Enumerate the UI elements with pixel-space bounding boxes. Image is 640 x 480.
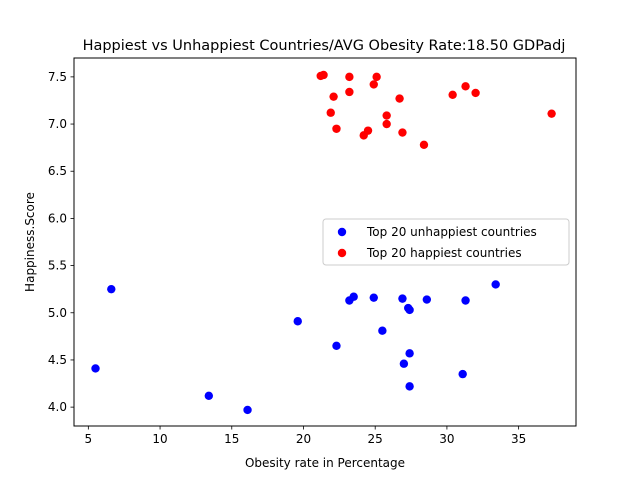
happiest-point xyxy=(332,124,341,133)
happiest-point xyxy=(448,90,457,100)
y-axis-ticks: 4.0 4.5 5.0 5.5 6.0 6.5 7.0 7.5 xyxy=(48,70,74,414)
happiest-point xyxy=(547,109,556,118)
happiest-point xyxy=(471,88,480,98)
unhappiest-point xyxy=(398,294,407,303)
x-tick-label: 20 xyxy=(296,432,311,446)
happiest-point xyxy=(319,70,328,80)
happiest-point xyxy=(345,87,354,97)
y-tick-label: 4.0 xyxy=(48,400,67,414)
y-tick-label: 7.5 xyxy=(48,70,67,84)
unhappiest-point xyxy=(405,382,414,391)
unhappiest-point xyxy=(422,295,432,304)
legend-label: Top 20 happiest countries xyxy=(366,246,522,260)
unhappiest-point xyxy=(491,280,500,289)
happiest-point xyxy=(461,82,470,91)
happiest-point xyxy=(326,108,335,117)
y-tick-label: 5.5 xyxy=(48,259,67,273)
unhappiest-point xyxy=(243,405,252,415)
x-axis-ticks: 5 10 15 20 25 30 35 xyxy=(85,426,526,446)
x-tick-label: 25 xyxy=(368,432,383,446)
happiest-point xyxy=(372,72,381,82)
y-tick-label: 7.0 xyxy=(48,117,67,131)
unhappiest-point xyxy=(107,284,116,294)
unhappiest-point xyxy=(458,369,467,379)
happiest-point xyxy=(395,94,404,103)
unhappiest-point xyxy=(91,364,100,373)
happiest-point xyxy=(419,140,429,150)
unhappiest-point xyxy=(332,341,341,350)
unhappiest-point xyxy=(378,326,387,335)
y-tick-label: 5.0 xyxy=(48,306,67,320)
chart-title: Happiest vs Unhappiest Countries/AVG Obe… xyxy=(83,38,566,54)
happiest-point xyxy=(369,80,378,89)
legend-box xyxy=(322,218,570,266)
x-tick-label: 5 xyxy=(85,432,93,446)
unhappiest-point xyxy=(405,349,414,358)
legend-label: Top 20 unhappiest countries xyxy=(366,225,537,239)
data-points xyxy=(91,70,556,415)
legend-marker xyxy=(337,248,347,258)
happiest-point xyxy=(329,92,338,101)
unhappiest-point xyxy=(349,292,358,301)
x-axis-label: Obesity rate in Percentage xyxy=(245,456,405,470)
y-tick-label: 4.5 xyxy=(48,353,67,367)
y-tick-label: 6.0 xyxy=(48,211,67,225)
x-tick-label: 30 xyxy=(439,432,454,446)
legend-marker xyxy=(337,227,347,237)
x-tick-label: 15 xyxy=(224,432,239,446)
unhappiest-point xyxy=(399,359,409,368)
plot-frame xyxy=(73,57,577,427)
x-tick-label: 35 xyxy=(511,432,526,446)
happiest-point xyxy=(345,72,354,82)
happiest-point xyxy=(382,119,391,129)
y-tick-label: 6.5 xyxy=(48,164,67,178)
x-tick-label: 10 xyxy=(152,432,167,446)
unhappiest-point xyxy=(369,293,378,302)
unhappiest-point xyxy=(461,296,470,305)
unhappiest-point xyxy=(405,305,414,315)
happiest-point xyxy=(398,128,407,137)
happiest-point xyxy=(382,111,391,120)
happiest-point xyxy=(363,126,373,135)
unhappiest-point xyxy=(204,391,214,401)
legend: Top 20 unhappiest countries Top 20 happie… xyxy=(322,218,570,266)
y-axis-label: Happiness.Score xyxy=(23,192,37,292)
unhappiest-point xyxy=(293,317,302,326)
